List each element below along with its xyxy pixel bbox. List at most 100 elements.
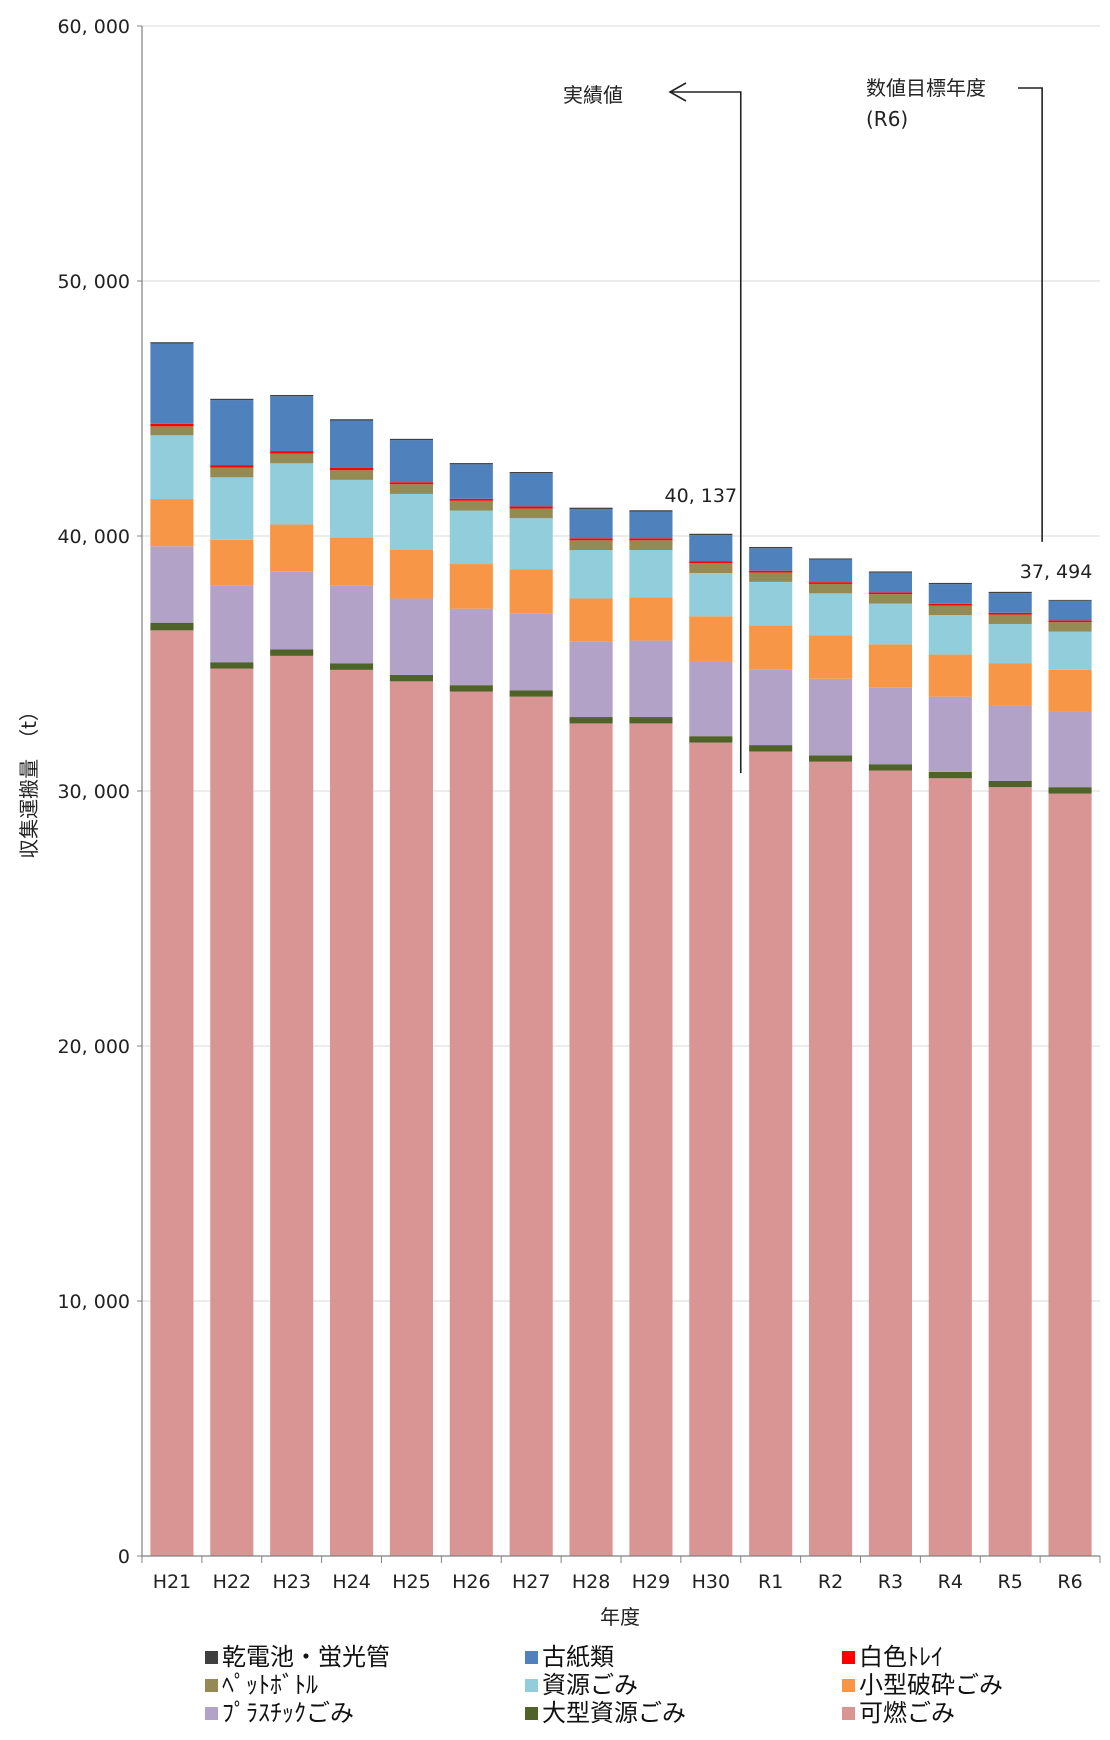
bar-segment [389,484,433,494]
bar-segment [509,508,553,519]
bar-segment [389,681,433,1556]
bar-segment [389,598,433,675]
bar-segment [569,717,613,724]
x-tick-label: H23 [272,1571,310,1593]
bar-segment [1048,787,1092,794]
bar-segment [809,559,853,583]
bar-segment [629,723,673,1556]
bar-segment [809,583,853,594]
bar-segment [270,571,314,650]
axes [141,26,1101,1563]
bar-segment [449,464,493,499]
legend-item: 資源ごみ [525,1671,638,1699]
x-tick-label: H28 [572,1571,610,1593]
total-label: 37, 494 [1020,561,1093,583]
bar-stack-H23 [270,394,314,1556]
x-tick-label: H30 [692,1571,730,1593]
bar-segment [928,605,972,616]
bar-segment [210,477,254,540]
bar-segment [749,581,793,626]
bar-segment [868,603,912,645]
x-tick-label: H21 [153,1571,191,1593]
bar-segment [988,787,1032,1556]
bar-stack-R1 [749,546,793,1556]
bar-segment [569,550,613,599]
bar-stack-R5 [988,591,1032,1556]
bar-segment [509,613,553,691]
bar-segment [509,690,553,697]
bar-segment [270,451,314,454]
bar-segment [928,654,972,697]
bar-segment [330,479,374,538]
legend-item: 白色ﾄﾚｲ [842,1643,943,1671]
bar-segment [749,548,793,571]
bar-stack-H27 [509,471,553,1556]
total-label: 40, 137 [665,485,738,507]
x-tick-labels: H21 H22 H23 H24 H25 H26 H27 H28 H29 H30 R1 R2 R3 R4 R5… [153,1571,1083,1593]
bar-segment [689,572,733,617]
bar-segment [389,440,433,483]
legend-item: 小型破砕ごみ [842,1671,1003,1699]
bar-segment [569,508,613,539]
bar-segment [868,592,912,595]
bar-segment [569,540,613,551]
bar-segment [330,537,374,586]
annotation-actual-line [672,91,742,774]
bar-segment [809,635,853,679]
legend-item: 大型資源ごみ [525,1699,686,1727]
bar-segment [569,641,613,718]
bar-segment [988,612,1032,615]
bar-segment [330,419,374,421]
bar-segment [629,717,673,724]
bar-segment [689,533,733,536]
bar-stack-H24 [330,419,374,1556]
bar-segment [210,400,254,466]
bar-stack-H25 [389,438,433,1556]
bar-segment [210,585,254,663]
bar-segment [150,423,194,427]
bar-segment [270,463,314,525]
bar-segment [449,463,493,465]
bar-segment [868,572,912,593]
bar-segment [330,467,374,471]
bar-stack-H21 [150,342,194,1556]
bar-segment [210,465,254,468]
bar-segment [749,751,793,1556]
bar-segment [509,696,553,1556]
bar-segment [689,616,733,661]
y-axis-title: 収集運搬量 （t） [17,701,41,859]
legend-label: ﾌﾟﾗｽﾁｯｸごみ [222,1699,354,1727]
legend-swatch [525,1679,538,1692]
bar-segment [868,687,912,765]
bar-segment [689,660,733,737]
x-tick-label: H25 [392,1571,430,1593]
legend-label: 大型資源ごみ [542,1699,686,1727]
legend-swatch [205,1679,218,1692]
legend-swatch [205,1651,218,1664]
bar-segment [150,435,194,500]
bar-segment [509,518,553,570]
bar-segment [809,755,853,762]
bar-segment [749,572,793,582]
bar-segment [270,396,314,452]
bar-segment [988,614,1032,624]
bar-segment [629,550,673,598]
bar-segment [270,453,314,464]
bar-segment [150,343,194,424]
y-tick-label: 30, 000 [57,781,130,803]
bar-segment [210,539,254,586]
bar-segment [868,594,912,604]
legend: 乾電池・蛍光管 古紙類 白色ﾄﾚｲ ﾍﾟｯﾄﾎﾞﾄﾙ 資源ごみ 小型破砕ごみ ﾌﾟﾗｽﾁｯｸ… [205,1643,1003,1727]
bar-segment [270,394,314,397]
bar-segment [689,563,733,573]
bar-segment [330,663,374,670]
bar-stack-R4 [928,582,972,1556]
y-tick-label: 20, 000 [57,1036,130,1058]
bars [150,342,1092,1556]
bar-segment [389,674,433,682]
bar-segment [689,736,733,743]
bar-segment [629,538,673,541]
legend-label: 小型破砕ごみ [859,1671,1003,1699]
x-tick-label: R3 [878,1571,903,1593]
